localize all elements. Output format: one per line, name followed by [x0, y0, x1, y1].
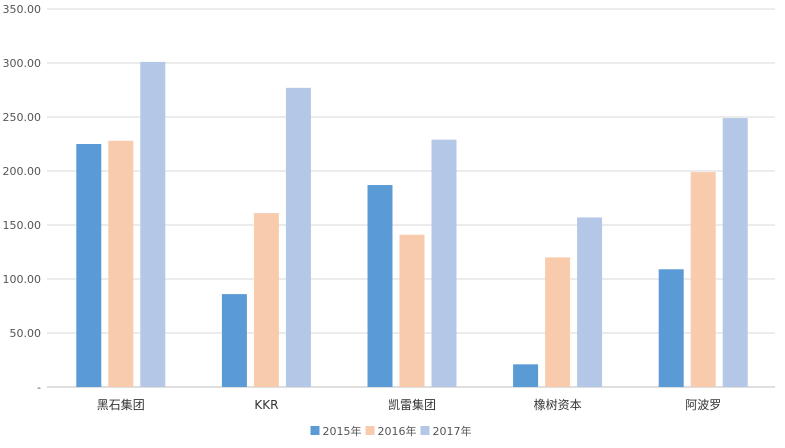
bar [722, 118, 748, 387]
bar [513, 364, 539, 387]
bar [76, 144, 102, 387]
x-tick-label: 橡树资本 [534, 397, 582, 412]
y-tick-label: 350.00 [3, 3, 42, 16]
bar [545, 257, 571, 387]
x-tick-label: 黑石集团 [97, 397, 145, 412]
bar [140, 61, 166, 388]
bar [253, 213, 279, 387]
y-tick-label: 200.00 [3, 165, 42, 178]
legend: 2015年 2016年 2017年 [310, 424, 472, 438]
y-tick-label: - [37, 381, 41, 394]
bar [221, 294, 247, 387]
bar [577, 217, 603, 387]
x-tick-label: 阿波罗 [685, 398, 721, 412]
bar [367, 185, 393, 387]
bar [285, 87, 311, 387]
legend-swatch [420, 426, 430, 435]
bar [431, 139, 457, 387]
bar [108, 140, 134, 387]
y-tick-label: 150.00 [3, 219, 42, 232]
legend-label: 2015年 [323, 424, 362, 438]
bar [399, 234, 425, 387]
y-tick-label: 100.00 [3, 273, 42, 286]
legend-swatch [310, 426, 320, 435]
x-tick-label: KKR [254, 398, 278, 412]
bars [76, 61, 748, 388]
y-axis-ticks: - 50.00 100.00 150.00 200.00 250.00 300.00 350.… [3, 3, 42, 394]
legend-label: 2017年 [433, 424, 472, 438]
y-tick-label: 50.00 [10, 327, 42, 340]
x-axis: 黑石集团 KKR 凯雷集团 橡树资本 阿波罗 [97, 397, 721, 412]
bar [658, 269, 684, 387]
bar [690, 172, 716, 387]
x-tick-label: 凯雷集团 [388, 397, 436, 412]
legend-swatch [365, 426, 375, 435]
y-tick-label: 300.00 [3, 57, 42, 70]
legend-label: 2016年 [378, 424, 417, 438]
y-tick-label: 250.00 [3, 111, 42, 124]
